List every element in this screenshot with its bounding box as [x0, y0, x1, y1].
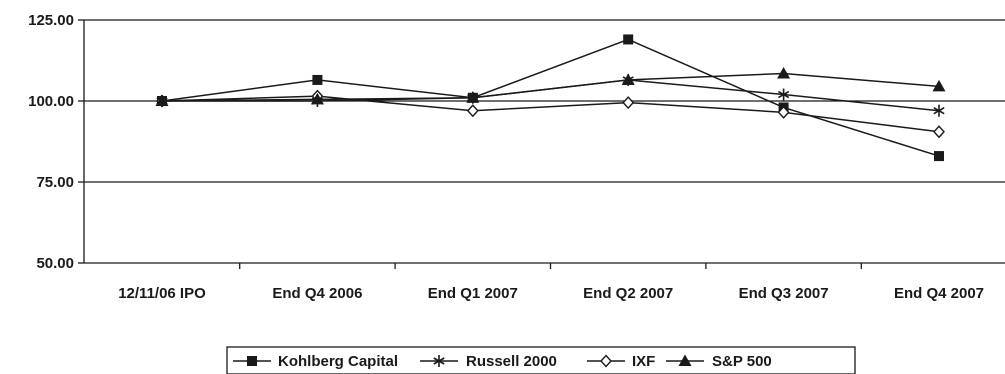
data-point	[933, 104, 945, 117]
legend-marker	[247, 356, 257, 366]
data-point	[777, 66, 791, 79]
data-point	[777, 105, 790, 119]
legend-marker	[678, 354, 692, 366]
legend-label: Kohlberg Capital	[278, 353, 398, 370]
data-point	[310, 92, 324, 105]
x-tick-label: End Q4 2006	[272, 285, 362, 302]
legend-item: Russell 2000	[420, 353, 557, 370]
data-point	[623, 34, 634, 45]
y-tick-label: 50.00	[36, 255, 74, 272]
data-point	[778, 88, 790, 101]
legend-label: S&P 500	[712, 353, 772, 370]
x-tick-label: End Q4 2007	[894, 285, 984, 302]
data-point	[155, 94, 169, 106]
data-point	[621, 73, 635, 85]
y-tick-label: 125.00	[28, 12, 74, 29]
data-point	[933, 125, 945, 139]
legend-label: IXF	[632, 353, 655, 370]
legend-item: IXF	[587, 353, 655, 370]
legend: Kohlberg Capital Russell 2000 IXF S&P 500	[226, 346, 856, 374]
legend-label: Russell 2000	[466, 353, 557, 370]
data-point	[932, 79, 946, 92]
series-line	[161, 72, 940, 102]
legend-marker	[600, 354, 612, 368]
y-tick-label: 100.00	[28, 93, 74, 110]
y-tick-labels: 50.00 75.00 100.00 125.00	[28, 12, 74, 272]
legend-item: Kohlberg Capital	[233, 353, 398, 370]
series-lines	[155, 34, 946, 162]
series-line	[161, 95, 940, 133]
axes	[78, 19, 1005, 269]
x-tick-label: End Q1 2007	[428, 285, 518, 302]
y-tick-label: 75.00	[36, 174, 74, 191]
legend-box	[226, 346, 856, 374]
legend-item: S&P 500	[666, 353, 772, 370]
x-tick-label: End Q3 2007	[739, 285, 829, 302]
data-point	[934, 151, 944, 162]
data-point	[466, 91, 480, 103]
data-point	[466, 104, 479, 118]
x-tick-label: 12/11/06 IPO	[118, 285, 206, 302]
series-ixf	[156, 89, 945, 139]
series-russell-2000	[156, 73, 945, 117]
series-s-p-500	[155, 66, 946, 106]
data-point	[622, 96, 635, 110]
x-tick-labels: 12/11/06 IPO End Q4 2006 End Q1 2007 End Q2…	[118, 285, 984, 302]
legend-marker	[433, 355, 445, 367]
x-tick-label: End Q2 2007	[583, 285, 673, 302]
data-point	[312, 74, 323, 85]
